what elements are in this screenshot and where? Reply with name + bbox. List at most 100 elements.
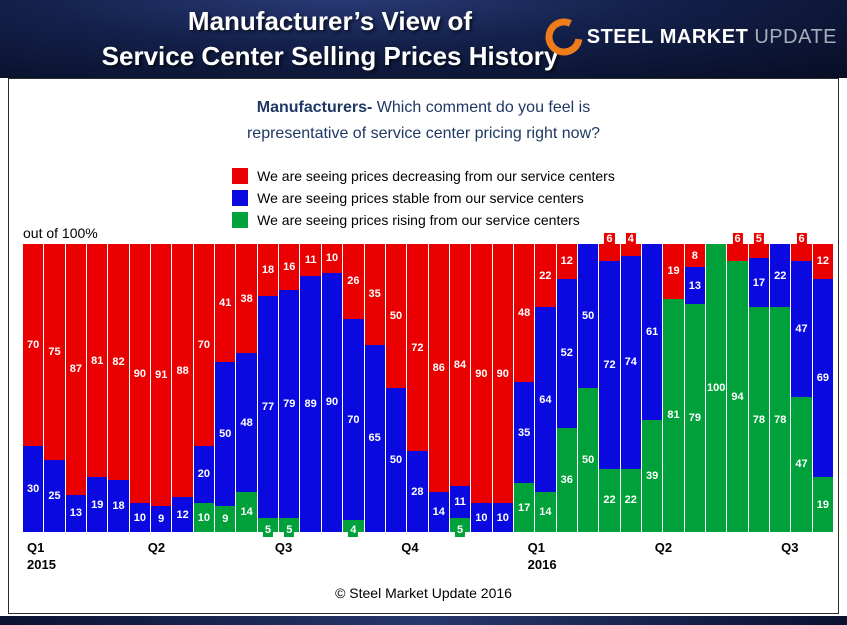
decreasing-segment: 50 [385, 244, 407, 388]
decreasing-value-label: 19 [667, 265, 680, 278]
rising-segment: 39 [641, 419, 663, 532]
rising-segment: 36 [556, 428, 577, 532]
rising-value-label: 47 [795, 458, 808, 471]
legend-item-0: We are seeing prices decreasing from our… [232, 168, 615, 184]
decreasing-segment: 41 [215, 244, 236, 363]
rising-value-label: 9 [222, 513, 229, 526]
page-title: Manufacturer’s View of Service Center Se… [0, 4, 660, 74]
bar-18: 50 50 [385, 244, 408, 532]
stable-value-label: 13 [688, 279, 701, 292]
decreasing-value-label: 12 [560, 255, 573, 268]
stable-segment: 12 [172, 497, 193, 532]
plot-area: 70 30 75 25 87 13 81 19 82 18 90 10 91 9 88 12 70 20 10 41 5… [23, 233, 834, 537]
bar-22: 90 10 [471, 244, 493, 532]
rising-value-label: 5 [262, 523, 274, 537]
decreasing-value-label: 91 [155, 369, 168, 382]
rising-segment: 22 [599, 468, 620, 532]
decreasing-value-label: 72 [411, 341, 424, 354]
rising-value-label: 94 [731, 390, 744, 403]
x-axis: Q1 2015 Q2 Q3 Q4 Q1 2016 Q2 Q3 [23, 532, 833, 578]
decreasing-value-label: 88 [176, 364, 189, 377]
stable-segment: 13 [684, 267, 705, 305]
logo-text: STEEL MARKET UPDATE [587, 26, 837, 49]
stable-value-label: 61 [646, 325, 659, 338]
decreasing-segment: 12 [812, 244, 834, 279]
survey-question-lead: Manufacturers- [256, 99, 373, 116]
stable-segment: 61 [641, 244, 663, 420]
rising-value-label: 79 [688, 412, 701, 425]
bar-15: 10 90 [321, 244, 344, 532]
stable-segment: 89 [300, 275, 321, 532]
decreasing-segment: 16 [279, 244, 300, 291]
stable-segment: 30 [23, 445, 44, 532]
rising-value-label: 22 [603, 494, 616, 507]
decreasing-value-label: 12 [816, 255, 830, 268]
stable-segment: 9 [151, 506, 172, 532]
stable-value-label: 50 [219, 428, 232, 441]
stable-value-label: 9 [158, 513, 165, 526]
rising-segment: 14 [535, 491, 556, 532]
logo-word-market: MARKET [659, 25, 749, 48]
x-tick-1: Q2 [147, 540, 166, 555]
decreasing-segment: 88 [172, 244, 193, 498]
stable-value-label: 48 [240, 416, 253, 429]
rising-value-label: 14 [240, 505, 253, 518]
page-title-line2: Service Center Selling Prices History [101, 41, 559, 71]
page-title-line1: Manufacturer’s View of [187, 6, 473, 36]
stable-segment: 64 [535, 307, 556, 492]
bar-10: 41 50 9 [215, 244, 237, 532]
bar-35: 5 17 78 [748, 233, 771, 532]
bar-30: 61 39 [641, 244, 664, 532]
stable-segment: 50 [577, 244, 599, 388]
stable-segment: 14 [428, 491, 449, 532]
rising-segment: 47 [791, 396, 812, 532]
bar-26: 12 52 36 [556, 244, 578, 532]
survey-question-line1-rest: Which comment do you feel is [372, 99, 591, 116]
stable-value-label: 19 [91, 498, 104, 511]
stable-segment: 50 [385, 388, 407, 532]
stable-value-label: 20 [197, 468, 211, 481]
decreasing-segment: 11 [300, 244, 321, 276]
stable-segment: 70 [343, 318, 364, 521]
rising-segment: 9 [215, 506, 236, 532]
bar-6: 90 10 [129, 244, 152, 532]
logo-ring-icon [545, 18, 583, 56]
decreasing-segment: 35 [364, 244, 385, 345]
rising-value-label: 39 [646, 469, 659, 482]
stable-value-label: 50 [389, 454, 403, 466]
stable-value-label: 25 [48, 490, 61, 502]
bar-23: 90 10 [492, 244, 514, 532]
stable-value-label: 10 [496, 511, 509, 524]
decreasing-value-label: 75 [48, 346, 61, 358]
rising-segment: 19 [812, 477, 834, 532]
decreasing-segment: 90 [492, 244, 513, 504]
stacked-bar-chart: 70 30 75 25 87 13 81 19 82 18 90 10 91 9 88 12 70 20 10 41 5… [23, 233, 834, 578]
decreasing-value-label: 11 [304, 253, 317, 266]
rising-segment: 22 [620, 468, 641, 532]
decreasing-value-label: 90 [475, 367, 488, 380]
bar-1: 70 30 [23, 244, 45, 532]
legend-label: We are seeing prices stable from our ser… [257, 190, 584, 206]
rising-segment: 5 [449, 517, 471, 537]
rising-segment: 94 [727, 261, 748, 532]
decreasing-segment: 19 [663, 244, 684, 299]
rising-value-label: 5 [454, 523, 466, 537]
stable-value-label: 74 [624, 356, 637, 369]
stable-value-label: 18 [112, 500, 125, 513]
bar-19: 72 28 [407, 244, 429, 532]
decreasing-segment: 10 [321, 244, 343, 273]
rising-segment: 14 [236, 491, 257, 532]
bar-7: 91 9 [151, 244, 173, 532]
stable-value-label: 65 [368, 432, 381, 445]
stable-value-label: 30 [27, 482, 40, 495]
rising-segment: 100 [706, 244, 727, 532]
chart-panel: Manufacturers- Which comment do you feel… [8, 78, 839, 614]
stable-segment: 72 [599, 261, 620, 469]
x-tick-0: Q1 [27, 540, 45, 555]
rising-value-label: 36 [560, 474, 573, 487]
rising-segment: 78 [770, 307, 791, 532]
decreasing-segment: 72 [407, 244, 428, 452]
stable-segment: 69 [812, 278, 834, 478]
stable-value-label: 52 [560, 347, 573, 360]
stable-value-label: 35 [517, 426, 531, 439]
